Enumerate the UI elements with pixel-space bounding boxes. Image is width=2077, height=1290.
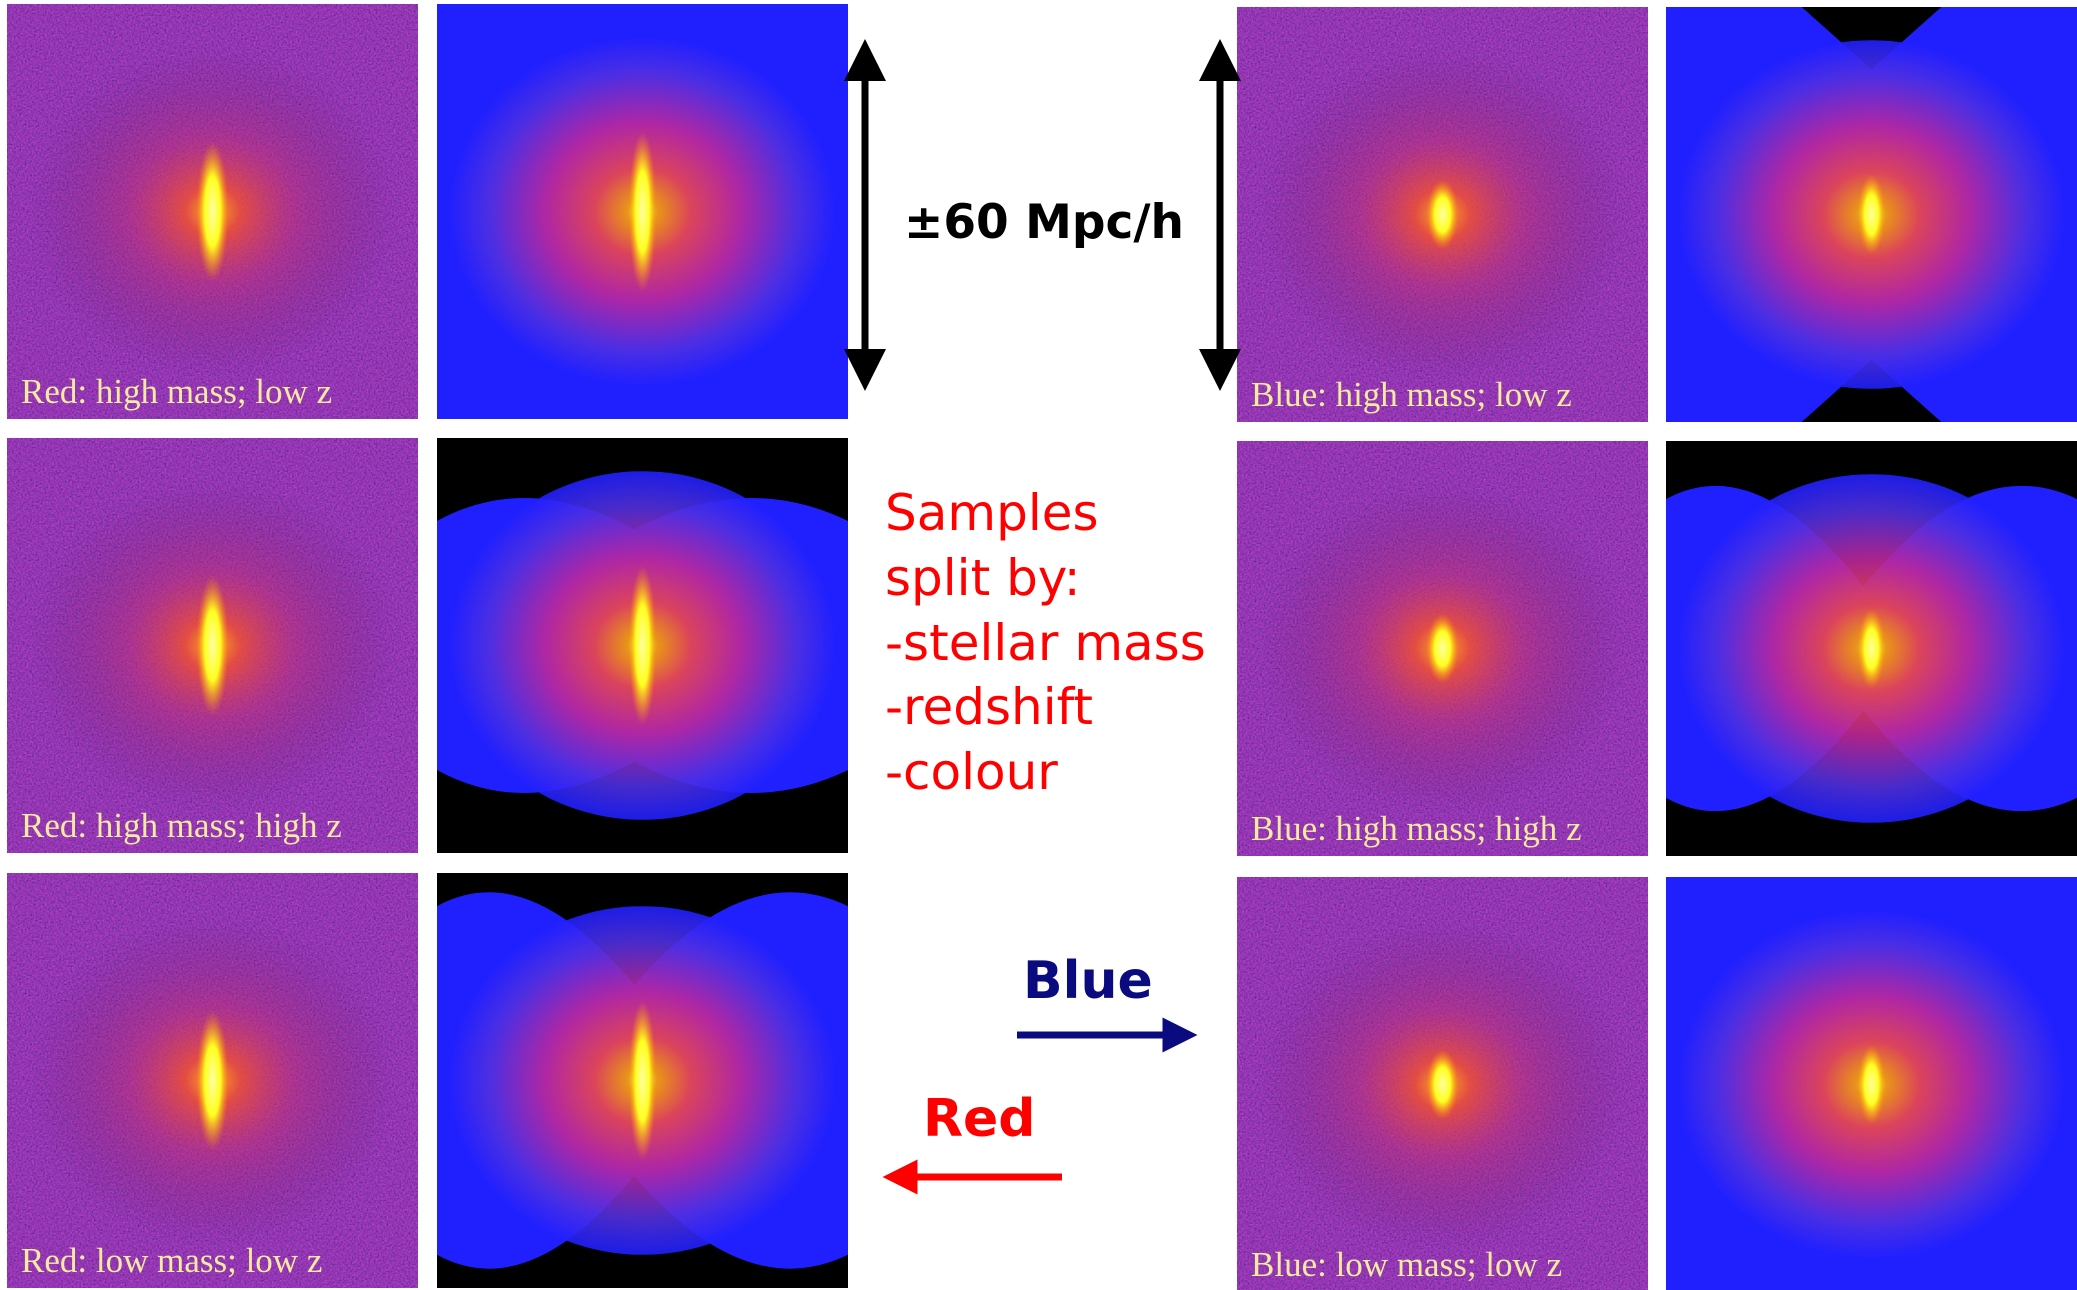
model-spike — [629, 1001, 657, 1161]
model-panel — [1666, 441, 2077, 856]
model-spike — [1858, 1045, 1886, 1125]
model-panel — [437, 438, 848, 853]
panel-label: Blue: low mass; low z — [1251, 1245, 1562, 1284]
panel-spike — [1427, 180, 1459, 250]
data-panel: Red: high mass; high z — [7, 438, 418, 853]
note-line: -colour — [885, 743, 1058, 801]
data-panel: Red: low mass; low z — [7, 873, 418, 1288]
panel-spike — [1427, 614, 1459, 684]
note-line: -stellar mass — [885, 614, 1206, 672]
panel-spike — [197, 576, 229, 716]
model-spike — [1858, 175, 1886, 255]
model-spike — [1858, 609, 1886, 689]
data-panel: Red: high mass; low z — [7, 4, 418, 419]
model-spike — [629, 566, 657, 726]
panel-spike — [197, 1011, 229, 1151]
note-line: -redshift — [885, 678, 1093, 736]
panel-label: Blue: high mass; high z — [1251, 809, 1582, 848]
panel-pair: Blue: high mass; high z — [1237, 441, 2077, 856]
data-panel: Blue: low mass; low z — [1237, 877, 1648, 1290]
red-label: Red — [923, 1089, 1036, 1149]
page: Red: high mass; low z Red: high mass; hig… — [0, 0, 2077, 1290]
note-line: Samples — [885, 484, 1099, 542]
panel-label: Blue: high mass; low z — [1251, 375, 1572, 414]
model-panel — [437, 873, 848, 1288]
panel-pair: Red: low mass; low z — [7, 873, 848, 1288]
data-panel: Blue: high mass; low z — [1237, 7, 1648, 422]
panel-spike — [197, 142, 229, 282]
panel-label: Red: high mass; high z — [21, 806, 342, 845]
data-panel: Blue: high mass; high z — [1237, 441, 1648, 856]
panel-pair: Blue: low mass; low z — [1237, 877, 2077, 1290]
panel-spike — [1427, 1050, 1459, 1120]
note-line: split by: — [885, 549, 1081, 607]
scale-label: ±60 Mpc/h — [904, 195, 1184, 250]
panel-pair: Red: high mass; high z — [7, 438, 848, 853]
notes: Samples split by: -stellar mass -redshif… — [885, 484, 1206, 801]
blue-label: Blue — [1023, 951, 1153, 1011]
figure: Red: high mass; low z Red: high mass; hig… — [0, 0, 2077, 1290]
panel-label: Red: low mass; low z — [21, 1241, 322, 1280]
panel-pair: Red: high mass; low z — [7, 4, 848, 419]
model-panel — [1666, 7, 2077, 422]
model-panel — [1666, 877, 2077, 1290]
panel-label: Red: high mass; low z — [21, 372, 332, 411]
panel-pair: Blue: high mass; low z — [1237, 7, 2077, 422]
model-spike — [629, 132, 657, 292]
model-panel — [437, 4, 848, 419]
